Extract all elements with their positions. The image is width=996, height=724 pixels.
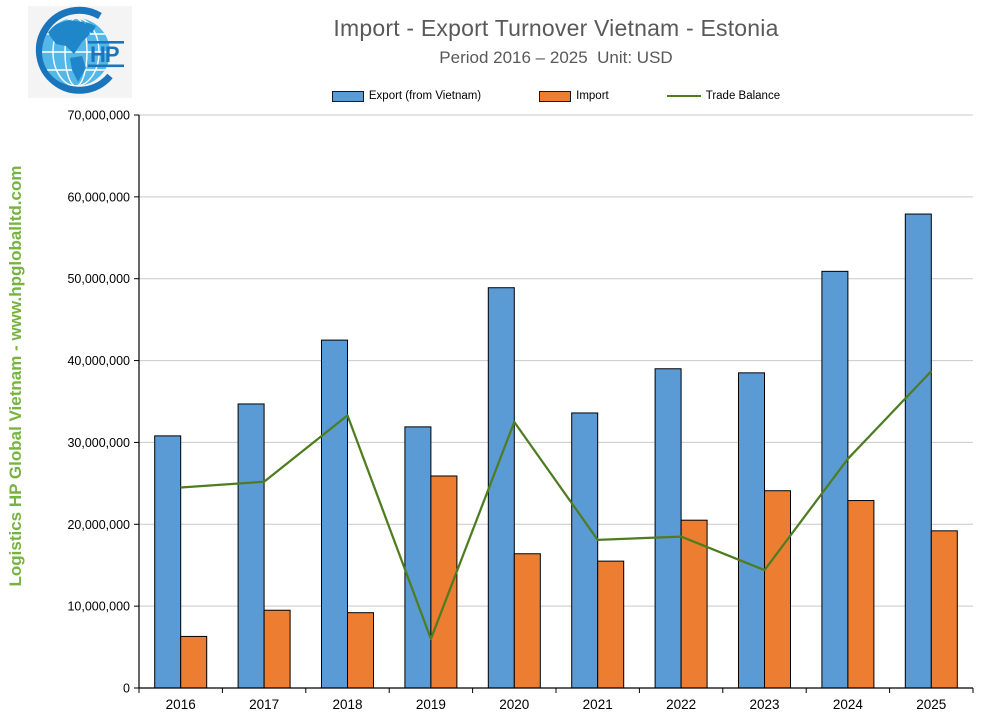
globe-continents bbox=[46, 20, 96, 82]
trade-balance-line bbox=[180, 370, 933, 641]
legend-item-import: Import bbox=[539, 90, 609, 102]
export-bar-2019 bbox=[404, 426, 432, 689]
export-bar-2018 bbox=[321, 339, 348, 689]
export-bar-2016 bbox=[154, 435, 182, 689]
y-axis-label: 40,000,000 bbox=[67, 354, 130, 368]
x-axis-label-2023: 2023 bbox=[749, 697, 779, 712]
x-axis-label-2021: 2021 bbox=[583, 697, 613, 712]
logo-top-bar bbox=[88, 41, 124, 44]
chart-title: Import - Export Turnover Vietnam - Eston… bbox=[333, 15, 779, 41]
company-logo: HP bbox=[28, 6, 132, 98]
chart-header: Import - Export Turnover Vietnam - Eston… bbox=[139, 0, 973, 68]
export-bar-2017 bbox=[237, 403, 265, 689]
import-series-swatch bbox=[539, 90, 572, 102]
export-bar-2021 bbox=[571, 412, 599, 689]
globe-icon: HP bbox=[28, 6, 132, 98]
import-bar-2016 bbox=[180, 635, 208, 689]
globe-grid bbox=[42, 18, 110, 86]
import-bar-2021 bbox=[597, 560, 625, 689]
export-bar-2025 bbox=[904, 213, 932, 689]
import-bar-2025 bbox=[930, 530, 958, 689]
export-bar-2022 bbox=[654, 368, 682, 689]
x-axis-label-2019: 2019 bbox=[416, 697, 446, 712]
import-bar-2022 bbox=[680, 519, 708, 689]
import-bar-2017 bbox=[263, 609, 291, 689]
y-axis-label: 50,000,000 bbox=[67, 272, 130, 286]
chart-plot: 0 10,000,000 20,000,000 30,000,000 40,000,00… bbox=[67, 109, 974, 712]
legend-item-trade-balance: Trade Balance bbox=[666, 90, 781, 102]
trade-balance-series-swatch bbox=[666, 95, 701, 97]
y-axis-label: 20,000,000 bbox=[67, 518, 130, 532]
y-axis-label: 30,000,000 bbox=[67, 436, 130, 450]
export-bar-2020 bbox=[487, 287, 515, 689]
import-bar-2023 bbox=[764, 490, 791, 689]
x-axis-label-2024: 2024 bbox=[833, 697, 864, 712]
y-axis-label: 0 bbox=[123, 682, 130, 696]
x-axis-label-2025: 2025 bbox=[916, 697, 946, 712]
legend-item-export: Export (from Vietnam) bbox=[331, 90, 482, 102]
legend-label-import: Import bbox=[576, 90, 609, 102]
import-bar-2018 bbox=[347, 612, 374, 689]
logo-bottom-bar bbox=[88, 64, 124, 68]
x-axis-label-2022: 2022 bbox=[666, 697, 696, 712]
chart-subtitle: Period 2016 – 2025 Unit: USD bbox=[439, 48, 673, 67]
legend-label-trade-balance: Trade Balance bbox=[705, 90, 781, 102]
export-series-swatch bbox=[331, 90, 364, 102]
x-axis-label-2016: 2016 bbox=[166, 697, 196, 712]
legend-label-export: Export (from Vietnam) bbox=[368, 90, 482, 102]
y-axis-label: 70,000,000 bbox=[67, 109, 130, 123]
export-bar-2023 bbox=[738, 372, 765, 689]
import-bar-2020 bbox=[513, 553, 541, 689]
hp-monogram: HP bbox=[90, 42, 119, 67]
x-axis-label-2017: 2017 bbox=[249, 697, 279, 712]
logo-swoosh bbox=[35, 6, 113, 94]
chart-legend: Export (from Vietnam) Import Trade Balan… bbox=[139, 90, 973, 102]
y-axis-label: 10,000,000 bbox=[67, 600, 130, 614]
x-axis-label-2018: 2018 bbox=[332, 697, 362, 712]
import-bar-2024 bbox=[847, 500, 875, 689]
y-axis-label: 60,000,000 bbox=[67, 190, 130, 204]
export-bar-2024 bbox=[821, 270, 849, 689]
x-axis-label-2020: 2020 bbox=[499, 697, 529, 712]
